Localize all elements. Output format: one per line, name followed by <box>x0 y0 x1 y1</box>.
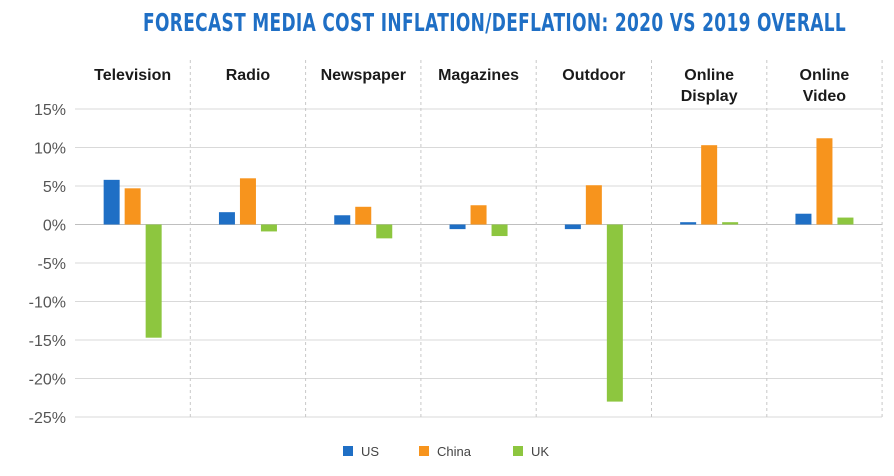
legend-swatch-us <box>343 446 353 456</box>
y-axis-ticks: 15% 10% 5% 0% -5% -10% -15% -20% -25% <box>29 102 66 427</box>
category-label: Television <box>94 67 171 84</box>
y-tick-label: -15% <box>29 333 66 350</box>
bar-uk-3 <box>376 224 393 239</box>
bar-china-4 <box>470 205 487 225</box>
chart-title: FORECAST MEDIA COST INFLATION/DEFLATION:… <box>143 8 847 37</box>
bar-us-5 <box>564 224 581 230</box>
category-labels: Television Radio Newspaper Magazines Outdoor… <box>94 67 849 105</box>
y-tick-label: -25% <box>29 410 66 427</box>
y-tick-label: 5% <box>43 179 66 196</box>
category-label: Outdoor <box>562 67 625 84</box>
y-tick-label: -5% <box>38 256 66 273</box>
category-separators <box>189 60 883 420</box>
bar-us-6 <box>680 222 697 225</box>
bar-china-1 <box>124 188 141 225</box>
legend-swatch-china <box>419 446 429 456</box>
bar-uk-5 <box>606 224 623 402</box>
legend-label-us: US <box>361 444 379 459</box>
bar-uk-6 <box>722 222 739 225</box>
y-tick-label: 15% <box>34 102 66 119</box>
bar-us-4 <box>449 224 466 230</box>
category-label: Radio <box>226 67 271 84</box>
bar-china-5 <box>585 185 602 225</box>
legend: US China UK <box>343 444 549 459</box>
category-label: Online Video <box>800 67 850 105</box>
bar-us-2 <box>218 212 235 225</box>
bar-uk-2 <box>260 224 277 232</box>
bar-uk-4 <box>491 224 508 237</box>
category-label: Newspaper <box>321 67 406 84</box>
legend-label-china: China <box>437 444 472 459</box>
y-tick-label: 0% <box>43 218 66 235</box>
y-tick-label: -10% <box>29 295 66 312</box>
grid-lines <box>75 108 882 418</box>
bar-china-6 <box>701 145 718 225</box>
legend-swatch-uk <box>513 446 523 456</box>
bar-china-7 <box>816 138 833 225</box>
bar-uk-7 <box>837 217 854 225</box>
bar-us-3 <box>334 215 351 225</box>
bar-us-1 <box>103 179 120 225</box>
y-tick-label: -20% <box>29 372 66 389</box>
y-tick-label: 10% <box>34 141 66 158</box>
bars <box>103 138 854 402</box>
legend-label-uk: UK <box>531 444 549 459</box>
category-label: Magazines <box>438 67 519 84</box>
bar-china-2 <box>239 178 256 225</box>
bar-us-7 <box>795 213 812 225</box>
bar-uk-1 <box>145 224 162 338</box>
category-label: Online Display <box>681 67 738 105</box>
bar-china-3 <box>355 206 372 225</box>
